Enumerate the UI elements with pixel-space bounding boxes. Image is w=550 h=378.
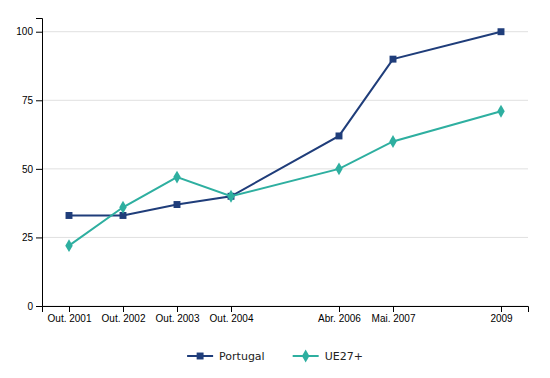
x-tick-label: Out. 2004 bbox=[210, 313, 254, 324]
y-tick: 100 bbox=[16, 26, 42, 37]
marks bbox=[65, 28, 504, 252]
point bbox=[336, 132, 343, 139]
y-tick-label: 100 bbox=[16, 26, 33, 37]
x-tick-mark bbox=[69, 306, 70, 312]
point bbox=[497, 105, 504, 118]
x-tick-label: Out. 2001 bbox=[48, 313, 92, 324]
x-tick-mark bbox=[231, 306, 232, 312]
y-tick-label: 75 bbox=[22, 95, 34, 106]
grid-line bbox=[42, 31, 528, 32]
x-tick-label: 2009 bbox=[490, 313, 513, 324]
legend-label: Portugal bbox=[219, 350, 265, 363]
y-tick-mark bbox=[36, 100, 42, 101]
x-tick-label: Out. 2002 bbox=[102, 313, 146, 324]
point bbox=[66, 212, 73, 219]
x-axis-line bbox=[43, 307, 529, 313]
y-tick-mark bbox=[36, 237, 42, 238]
legend-marker bbox=[302, 350, 309, 363]
point bbox=[174, 201, 181, 208]
legend-item: Portugal bbox=[187, 350, 265, 363]
y-tick-mark bbox=[36, 32, 42, 33]
x-tick: Abr. 2006 bbox=[318, 306, 361, 324]
point bbox=[498, 28, 505, 35]
y-axis-line bbox=[36, 19, 43, 307]
x-tick-mark bbox=[123, 306, 124, 312]
x-tick: Mai. 2007 bbox=[372, 306, 416, 324]
point bbox=[227, 190, 234, 203]
legend-item: UE27+ bbox=[293, 350, 363, 363]
plot: Out. 2001 Out. 2002 Out. 2003 Out. 2004 Abr.… bbox=[16, 19, 528, 325]
chart-container: Out. 2001 Out. 2002 Out. 2003 Out. 2004 Abr.… bbox=[0, 0, 550, 378]
series-line bbox=[69, 32, 501, 216]
grid-line bbox=[42, 237, 528, 238]
x-tick: Out. 2004 bbox=[210, 306, 254, 324]
point bbox=[335, 162, 342, 175]
x-tick: Out. 2003 bbox=[156, 306, 200, 324]
y-tick: 50 bbox=[22, 164, 42, 175]
y-tick: 25 bbox=[22, 232, 42, 243]
grid-line bbox=[42, 100, 528, 101]
y-tick-label: 50 bbox=[22, 164, 34, 175]
chart: Out. 2001 Out. 2002 Out. 2003 Out. 2004 Abr.… bbox=[0, 0, 550, 378]
legend: Portugal UE27+ bbox=[187, 350, 363, 363]
grid bbox=[42, 32, 528, 306]
x-tick-mark bbox=[501, 306, 502, 312]
x-tick: Out. 2002 bbox=[102, 306, 146, 324]
series-line bbox=[69, 111, 501, 245]
point bbox=[173, 171, 180, 184]
y-tick: 0 bbox=[27, 301, 42, 312]
y-tick-label: 25 bbox=[22, 232, 34, 243]
point bbox=[65, 239, 72, 252]
grid-line bbox=[42, 168, 528, 169]
x-tick-label: Abr. 2006 bbox=[318, 313, 361, 324]
y-axis: 0 25 50 75 100 bbox=[16, 19, 42, 312]
x-tick: 2009 bbox=[490, 306, 513, 324]
x-tick-mark bbox=[393, 306, 394, 312]
point bbox=[389, 135, 396, 148]
x-tick: Out. 2001 bbox=[48, 306, 92, 324]
y-tick-mark bbox=[36, 306, 42, 307]
point bbox=[119, 201, 126, 214]
x-tick-mark bbox=[177, 306, 178, 312]
x-tick-mark bbox=[339, 306, 340, 312]
legend-marker bbox=[197, 353, 204, 360]
y-tick: 75 bbox=[22, 95, 42, 106]
y-tick-label: 0 bbox=[27, 301, 33, 312]
point bbox=[390, 56, 397, 63]
x-axis: Out. 2001 Out. 2002 Out. 2003 Out. 2004 Abr.… bbox=[43, 306, 529, 324]
x-tick-label: Out. 2003 bbox=[156, 313, 200, 324]
x-tick-label: Mai. 2007 bbox=[372, 313, 416, 324]
legend-label: UE27+ bbox=[325, 350, 363, 363]
y-tick-mark bbox=[36, 169, 42, 170]
